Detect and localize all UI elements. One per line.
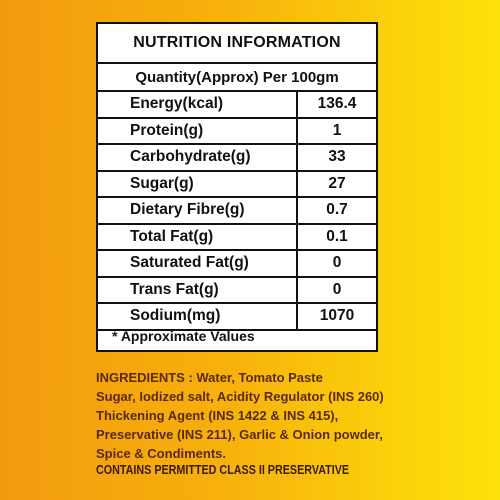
nutrient-name: Sodium(mg) xyxy=(98,304,298,329)
preservative-statement: CONTAINS PERMITTED CLASS II PRESERVATIVE xyxy=(96,463,350,477)
nutrition-rows: Energy(kcal) 136.4 Protein(g) 1 Carbohyd… xyxy=(98,92,376,331)
nutrition-table: NUTRITION INFORMATION Quantity(Approx) P… xyxy=(96,22,378,352)
ingredients-line: INGREDIENTS : Water, Tomato Paste xyxy=(96,370,323,385)
nutrient-value: 136.4 xyxy=(317,95,357,113)
nutrition-table-subtitle: Quantity(Approx) Per 100gm xyxy=(98,64,376,92)
nutrient-value: 0.1 xyxy=(326,227,348,245)
table-row: Carbohydrate(g) 33 xyxy=(98,145,376,172)
table-row: Dietary Fibre(g) 0.7 xyxy=(98,198,376,225)
nutrient-name: Carbohydrate(g) xyxy=(98,145,298,170)
nutrient-name: Dietary Fibre(g) xyxy=(98,198,298,223)
nutrient-value: 27 xyxy=(328,174,346,192)
nutrient-name: Protein(g) xyxy=(98,118,298,143)
ingredients-block: INGREDIENTS : Water, Tomato Paste Sugar,… xyxy=(96,368,426,463)
table-row: Saturated Fat(g) 0 xyxy=(98,251,376,278)
nutrient-value: 0 xyxy=(332,280,342,298)
table-row: Sugar(g) 27 xyxy=(98,171,376,198)
nutrient-name: Energy(kcal) xyxy=(98,92,298,117)
nutrient-value: 0 xyxy=(332,254,342,272)
nutrient-value: 33 xyxy=(328,148,346,166)
nutrition-table-title: NUTRITION INFORMATION xyxy=(98,24,376,64)
nutrient-value: 1070 xyxy=(319,307,355,325)
nutrient-name: Sugar(g) xyxy=(98,171,298,196)
ingredients-line: Spice & Condiments. xyxy=(96,446,227,461)
nutrient-value: 1 xyxy=(332,121,342,139)
approximate-values-note: * Approximate Values xyxy=(112,328,255,344)
nutrient-value: 0.7 xyxy=(326,201,348,219)
table-row: Total Fat(g) 0.1 xyxy=(98,224,376,251)
table-row: Protein(g) 1 xyxy=(98,118,376,145)
table-row: Sodium(mg) 1070 xyxy=(98,304,376,331)
nutrient-name: Trans Fat(g) xyxy=(98,277,298,302)
nutrient-name: Total Fat(g) xyxy=(98,224,298,249)
ingredients-line: Sugar, Iodized salt, Acidity Regulator (… xyxy=(96,389,384,404)
ingredients-line: Thickening Agent (INS 1422 & INS 415), xyxy=(96,408,339,423)
table-row: Energy(kcal) 136.4 xyxy=(98,92,376,119)
ingredients-line: Preservative (INS 211), Garlic & Onion p… xyxy=(96,427,383,442)
nutrient-name: Saturated Fat(g) xyxy=(98,251,298,276)
table-row: Trans Fat(g) 0 xyxy=(98,277,376,304)
